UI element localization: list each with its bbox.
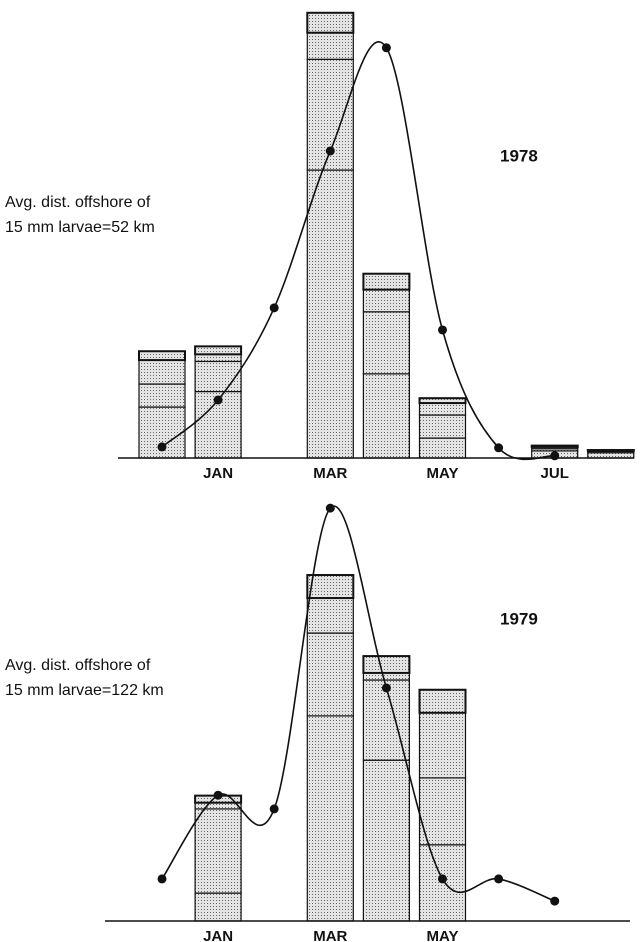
annotation: 15 mm larvae=52 km <box>5 219 155 236</box>
bar-segment <box>418 712 467 779</box>
bar-segment <box>362 759 410 922</box>
bar-segment <box>306 715 354 922</box>
bar-segment <box>194 345 243 356</box>
x-tick-label: JAN <box>203 465 233 482</box>
x-tick-label: MAY <box>427 465 459 482</box>
bar-segment <box>362 655 411 674</box>
dot <box>494 874 504 884</box>
dot <box>325 503 335 513</box>
bar-segment <box>138 359 186 385</box>
bar-segment <box>138 383 186 408</box>
dot <box>494 443 504 453</box>
dot <box>381 43 391 53</box>
x-tick-label: MAR <box>313 465 347 482</box>
dot <box>550 451 560 461</box>
curve <box>161 505 555 902</box>
panel-title: 1978 <box>500 146 538 165</box>
dot <box>269 303 279 313</box>
dot <box>325 146 335 156</box>
bar-segment <box>306 169 354 459</box>
panel-title: 1979 <box>500 609 538 628</box>
bar-segment <box>418 414 467 439</box>
dot <box>438 874 447 884</box>
dot <box>550 896 560 906</box>
bar-segment <box>362 311 410 375</box>
dot <box>269 804 279 814</box>
x-tick-label: JAN <box>203 928 233 942</box>
bar-segment <box>306 32 354 60</box>
bar-segment <box>138 350 186 362</box>
x-tick-label: MAR <box>313 928 347 942</box>
x-tick-label: MAY <box>427 928 459 942</box>
bar-segment <box>418 437 467 459</box>
bar-segment <box>530 444 579 448</box>
bar-segment <box>306 632 354 717</box>
dot <box>157 874 167 884</box>
dot <box>157 442 167 452</box>
bar-segment <box>194 808 242 894</box>
dot <box>381 683 391 693</box>
bar-segment <box>418 688 467 714</box>
bar-segment <box>418 777 467 846</box>
annotation: Avg. dist. offshore of <box>5 657 151 674</box>
bar-segment <box>194 892 242 922</box>
bar-segment <box>306 574 355 600</box>
bar-segment <box>362 373 410 459</box>
bar-segment <box>306 11 355 34</box>
bar-segment <box>306 597 354 634</box>
annotation: 15 mm larvae=122 km <box>5 682 164 699</box>
bar-segment <box>418 402 467 416</box>
dot <box>213 790 223 800</box>
dot <box>213 395 223 405</box>
curve <box>161 41 555 461</box>
bar-segment <box>194 353 242 363</box>
bar-segment <box>194 360 242 393</box>
bar-segment <box>362 672 410 681</box>
bar-segment <box>587 452 635 459</box>
annotation: Avg. dist. offshore of <box>5 194 151 211</box>
x-tick-label: JUL <box>541 465 569 482</box>
bar-segment <box>362 272 411 291</box>
bar-segment <box>362 289 410 313</box>
dot <box>438 325 447 335</box>
bar-segment <box>418 397 467 405</box>
